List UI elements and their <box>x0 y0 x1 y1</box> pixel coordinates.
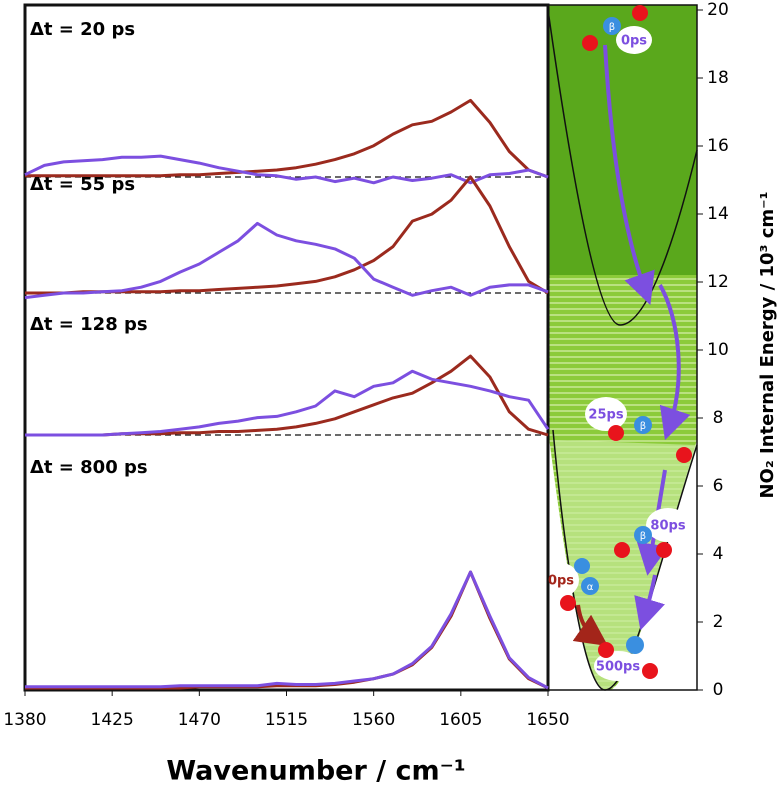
symbol: β <box>640 421 646 432</box>
y-tick-label: 14 <box>707 204 729 224</box>
molecule-label: 80ps <box>650 519 685 534</box>
spectrum-line <box>25 570 549 690</box>
symbol: β <box>640 531 646 542</box>
spectrum-line <box>25 98 549 179</box>
molecule-label: 500ps <box>596 660 640 675</box>
y-tick-label: 4 <box>713 544 724 564</box>
panel-annotation: Δt = 55 ps <box>30 174 135 195</box>
y-tick-label: 6 <box>713 476 724 496</box>
y-tick-label: 20 <box>707 0 729 20</box>
x-axis-label: Wavenumber / cm⁻¹ <box>166 756 465 787</box>
y-tick-label: 2 <box>713 612 724 632</box>
molecule-label: 25ps <box>588 408 623 423</box>
y-tick-label: 8 <box>713 408 724 428</box>
y-tick-label: 0 <box>713 680 724 700</box>
spectrum-line <box>25 369 550 437</box>
y-axis-label: NO₂ Internal Energy / 10³ cm⁻¹ <box>757 191 778 498</box>
x-tick-label: 1515 <box>265 710 308 730</box>
symbol: β <box>609 22 615 33</box>
x-tick-label: 1560 <box>352 710 395 730</box>
y-tick-label: 12 <box>707 272 729 292</box>
symbol: α <box>587 582 594 593</box>
molecule-label: 0ps <box>548 574 574 589</box>
panel-annotation: Δt = 128 ps <box>30 314 148 335</box>
y-tick-label: 18 <box>707 68 729 88</box>
spectra-frame <box>23 3 550 692</box>
spectrum-line <box>24 154 549 185</box>
y-tick-label: 16 <box>707 136 729 156</box>
y-tick-label: 10 <box>707 340 729 360</box>
x-tick-label: 1380 <box>3 710 46 730</box>
x-tick-label: 1470 <box>178 710 221 730</box>
panel-annotation: Δt = 800 ps <box>30 457 148 478</box>
panel-annotation: Δt = 20 ps <box>30 19 135 40</box>
spectrum-line <box>24 221 549 300</box>
x-tick-label: 1425 <box>91 710 134 730</box>
spectrum-line <box>25 570 549 690</box>
x-tick-label: 1605 <box>439 710 482 730</box>
spectrum-line <box>25 354 549 437</box>
spectra <box>24 98 550 690</box>
molecule-label: 0ps <box>621 34 647 49</box>
x-tick-label: 1650 <box>526 710 569 730</box>
energy-panel <box>543 4 698 691</box>
